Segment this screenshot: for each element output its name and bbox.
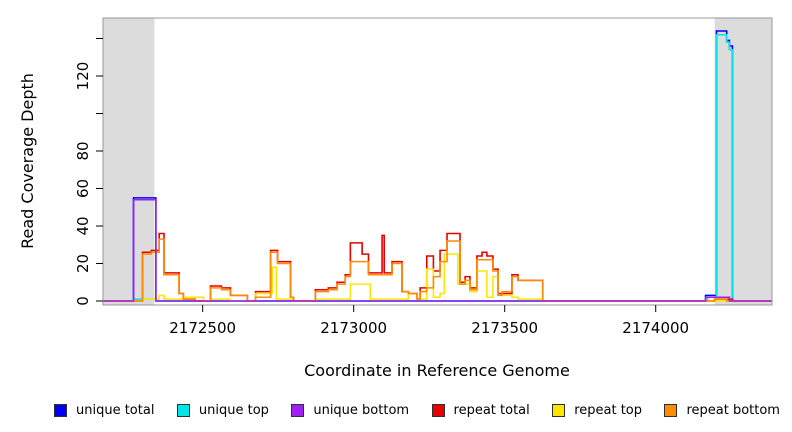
y-tick-label: 20 bbox=[74, 254, 92, 273]
legend-label: unique top bbox=[198, 402, 269, 418]
legend-item-repeat-bottom: repeat bottom bbox=[664, 403, 780, 418]
legend-label: repeat bottom bbox=[686, 402, 780, 418]
series-line-unique-total bbox=[103, 30, 772, 302]
legend-item-unique-top: unique top bbox=[176, 402, 269, 418]
y-axis-title: Read Coverage Depth bbox=[18, 73, 37, 249]
y-tick-label: 60 bbox=[74, 179, 92, 198]
unique-top-swatch-icon bbox=[176, 403, 190, 417]
y-tick-label: 80 bbox=[74, 141, 92, 160]
masked-region-bands bbox=[103, 18, 772, 305]
repeat-top-swatch-icon bbox=[552, 403, 566, 417]
x-axis-title: Coordinate in Reference Genome bbox=[304, 361, 570, 380]
legend-item-unique-bottom: unique bottom bbox=[291, 403, 409, 418]
legend-label: repeat top bbox=[574, 402, 642, 418]
series-line-unique-top bbox=[103, 33, 772, 302]
series-line-repeat-bottom bbox=[103, 238, 772, 302]
masked-left-band bbox=[103, 18, 155, 305]
series-line-repeat-total bbox=[103, 232, 772, 302]
x-axis: 2172500 2173000 2173500 2174000 bbox=[169, 305, 689, 337]
series-line-repeat-top bbox=[103, 253, 772, 302]
unique-total-swatch-icon bbox=[54, 403, 67, 417]
legend-item-repeat-top: repeat top bbox=[552, 403, 642, 418]
coverage-series-lines bbox=[103, 30, 772, 302]
x-tick-label: 2173500 bbox=[471, 319, 538, 337]
legend-item-unique-total: unique total bbox=[54, 403, 154, 418]
legend-label: repeat total bbox=[453, 402, 530, 418]
legend-item-repeat-total: repeat total bbox=[431, 402, 530, 418]
y-tick-label: 120 bbox=[74, 62, 92, 91]
masked-right-band bbox=[714, 18, 772, 305]
repeat-total-swatch-icon bbox=[431, 403, 445, 417]
series-line-unique-bottom bbox=[103, 198, 772, 302]
x-tick-label: 2174000 bbox=[622, 319, 689, 337]
unique-bottom-swatch-icon bbox=[291, 403, 305, 417]
plot-border-box bbox=[102, 17, 773, 306]
legend-label: unique total bbox=[76, 402, 155, 418]
coverage-plot: 2172500 2173000 2173500 2174000 0 20 40 60 80 12… bbox=[18, 17, 773, 380]
y-tick-label: 0 bbox=[74, 296, 92, 306]
legend: unique total unique top unique bottom re… bbox=[54, 396, 780, 424]
x-tick-label: 2172500 bbox=[169, 319, 236, 337]
repeat-bottom-swatch-icon bbox=[664, 403, 678, 417]
y-tick-label: 40 bbox=[74, 216, 92, 235]
legend-label: unique bottom bbox=[313, 402, 410, 418]
x-tick-label: 2173000 bbox=[320, 319, 387, 337]
y-axis: 0 20 40 60 80 120 bbox=[74, 38, 103, 306]
